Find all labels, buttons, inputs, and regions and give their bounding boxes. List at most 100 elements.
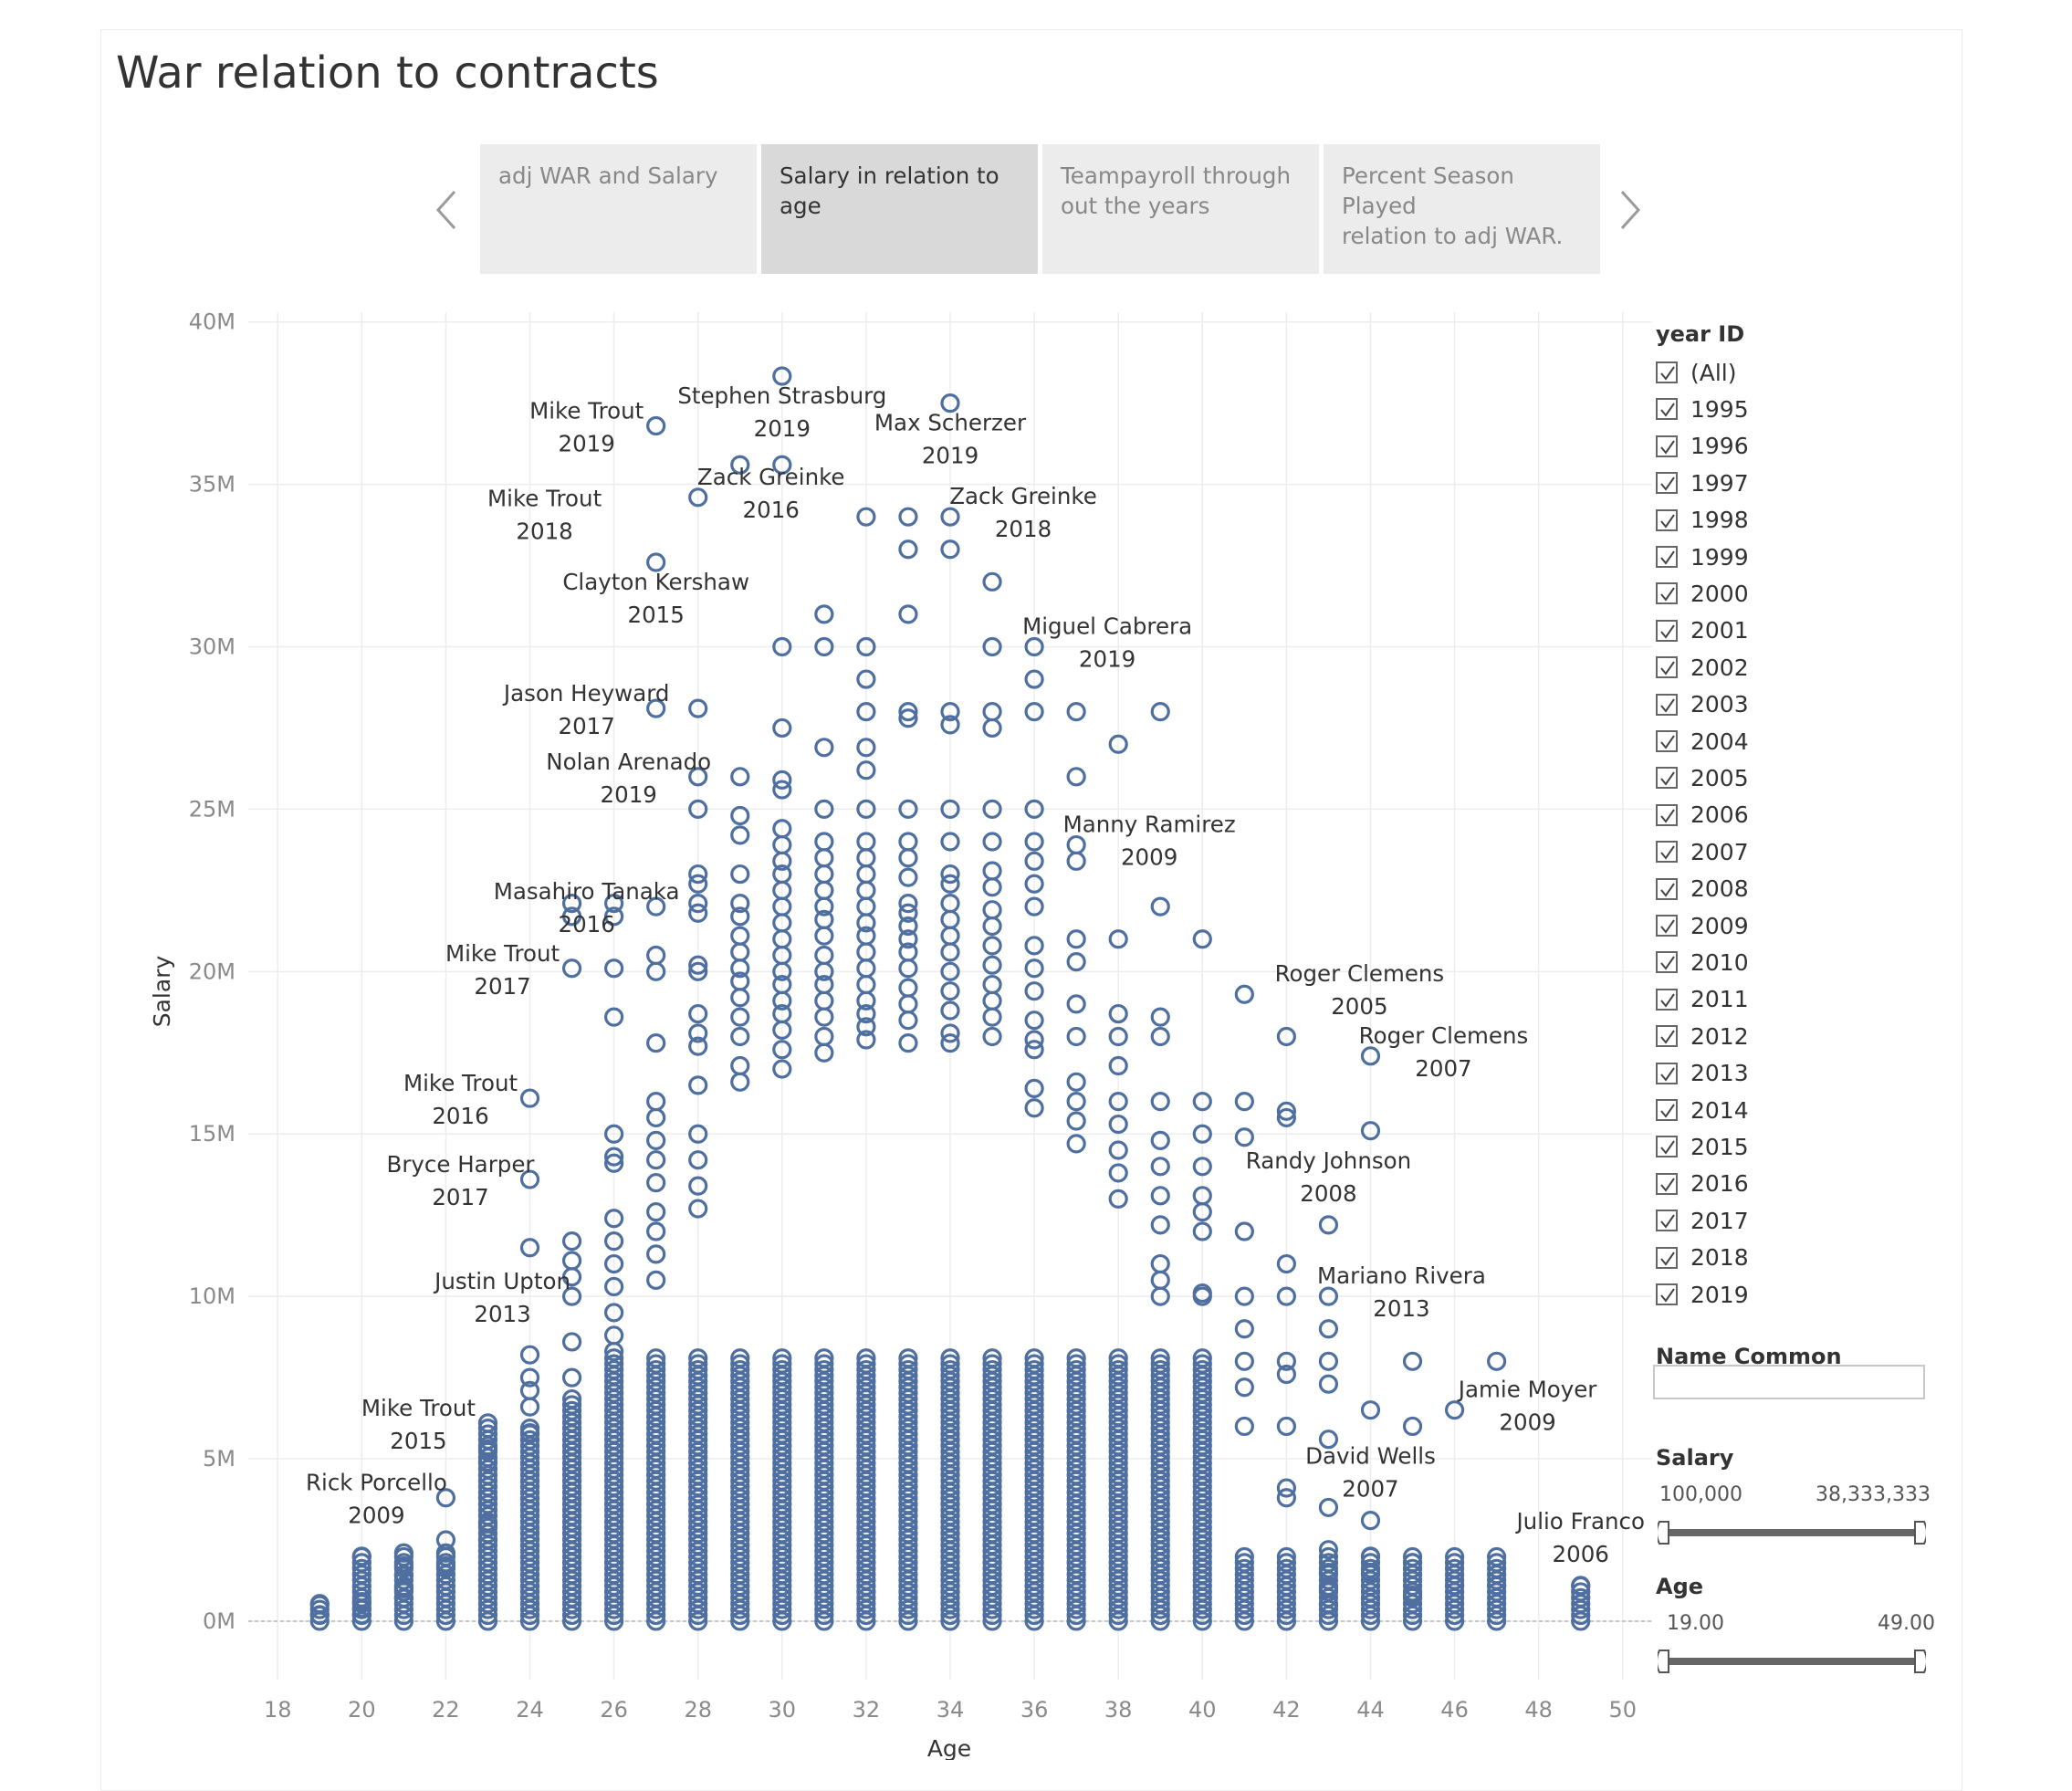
checkbox-checked-icon[interactable] <box>1656 877 1678 900</box>
data-point[interactable] <box>940 874 960 894</box>
data-point[interactable] <box>1360 1511 1381 1531</box>
data-point[interactable] <box>604 1359 624 1380</box>
year-filter-item[interactable]: 1997 <box>1656 467 1749 498</box>
checkbox-checked-icon[interactable] <box>1656 730 1678 752</box>
data-point[interactable] <box>604 1342 624 1362</box>
data-point[interactable] <box>1402 1585 1423 1606</box>
data-point[interactable] <box>646 1359 666 1380</box>
data-point[interactable] <box>1150 1130 1170 1150</box>
data-point[interactable] <box>1150 702 1170 722</box>
data-point[interactable] <box>646 415 666 436</box>
data-point[interactable] <box>646 896 666 916</box>
slider-max-handle[interactable] <box>1914 1650 1926 1673</box>
data-point[interactable] <box>856 1030 876 1050</box>
data-point[interactable] <box>1234 1319 1254 1339</box>
data-point[interactable] <box>646 698 666 718</box>
data-point[interactable] <box>898 1359 918 1380</box>
data-point[interactable] <box>435 1543 456 1563</box>
data-point[interactable] <box>688 799 708 820</box>
data-point[interactable] <box>646 1107 666 1128</box>
data-point[interactable] <box>898 1354 918 1374</box>
data-point[interactable] <box>561 1267 582 1287</box>
data-point[interactable] <box>688 874 708 894</box>
data-point[interactable] <box>1192 1124 1212 1144</box>
data-point[interactable] <box>1150 1007 1170 1027</box>
data-point[interactable] <box>772 961 792 981</box>
year-filter-item[interactable]: 2002 <box>1656 652 1749 683</box>
data-point[interactable] <box>1150 1186 1170 1206</box>
data-point[interactable] <box>1234 1286 1254 1306</box>
data-point[interactable] <box>1024 896 1044 916</box>
data-point[interactable] <box>435 1530 456 1550</box>
data-point[interactable] <box>604 1303 624 1323</box>
data-point[interactable] <box>730 1348 750 1368</box>
data-point[interactable] <box>561 1332 582 1352</box>
data-point[interactable] <box>772 1020 792 1040</box>
data-point[interactable] <box>561 1395 582 1415</box>
data-point[interactable] <box>856 669 876 689</box>
data-point[interactable] <box>730 805 750 826</box>
data-point[interactable] <box>1276 1553 1296 1573</box>
data-point[interactable] <box>814 636 834 657</box>
data-point[interactable] <box>646 1221 666 1241</box>
data-point[interactable] <box>604 958 624 979</box>
data-point[interactable] <box>1360 1562 1381 1583</box>
data-point[interactable] <box>940 1000 960 1021</box>
data-point[interactable] <box>1402 1546 1423 1567</box>
data-point[interactable] <box>982 571 1002 592</box>
data-point[interactable] <box>519 1397 540 1417</box>
data-point[interactable] <box>772 717 792 738</box>
data-point[interactable] <box>604 1276 624 1297</box>
checkbox-checked-icon[interactable] <box>1656 1246 1678 1269</box>
data-point[interactable] <box>940 961 960 981</box>
data-point[interactable] <box>1318 1430 1339 1450</box>
data-point[interactable] <box>1066 1359 1086 1380</box>
data-point[interactable] <box>1360 1046 1381 1066</box>
data-point[interactable] <box>351 1592 371 1612</box>
data-point[interactable] <box>1150 1348 1170 1368</box>
data-point[interactable] <box>309 1605 330 1625</box>
checkbox-checked-icon[interactable] <box>1656 915 1678 937</box>
data-point[interactable] <box>646 552 666 572</box>
data-point[interactable] <box>1024 936 1044 956</box>
data-point[interactable] <box>561 1367 582 1388</box>
data-point[interactable] <box>1234 1377 1254 1398</box>
data-point[interactable] <box>730 455 750 475</box>
checkbox-checked-icon[interactable] <box>1656 508 1678 531</box>
data-point[interactable] <box>940 981 960 1001</box>
data-point[interactable] <box>940 1032 960 1053</box>
data-point[interactable] <box>1318 1595 1339 1615</box>
checkbox-checked-icon[interactable] <box>1656 1136 1678 1158</box>
data-point[interactable] <box>688 487 708 508</box>
year-filter-item[interactable]: 2010 <box>1656 947 1749 978</box>
data-point[interactable] <box>1318 1286 1339 1306</box>
data-point[interactable] <box>1024 851 1044 871</box>
data-point[interactable] <box>561 1400 582 1420</box>
data-point[interactable] <box>940 832 960 852</box>
data-point[interactable] <box>856 738 876 758</box>
data-point[interactable] <box>688 903 708 923</box>
year-filter-item[interactable]: 2012 <box>1656 1021 1749 1052</box>
data-point[interactable] <box>477 1530 498 1550</box>
data-point[interactable] <box>393 1566 413 1586</box>
data-point[interactable] <box>1150 1215 1170 1235</box>
data-point[interactable] <box>1192 1359 1212 1380</box>
data-point[interactable] <box>393 1588 413 1608</box>
data-point[interactable] <box>1066 1026 1086 1047</box>
data-point[interactable] <box>1024 981 1044 1001</box>
data-point[interactable] <box>898 916 918 937</box>
data-point[interactable] <box>604 1007 624 1027</box>
data-point[interactable] <box>1360 1400 1381 1420</box>
data-point[interactable] <box>1234 1221 1254 1241</box>
data-point[interactable] <box>688 893 708 914</box>
data-point[interactable] <box>688 1199 708 1219</box>
data-point[interactable] <box>1192 1221 1212 1241</box>
data-point[interactable] <box>1276 1546 1296 1567</box>
data-point[interactable] <box>1024 1078 1044 1099</box>
data-point[interactable] <box>688 1176 708 1196</box>
data-point[interactable] <box>1066 1354 1086 1374</box>
data-point[interactable] <box>856 990 876 1011</box>
data-point[interactable] <box>519 1430 540 1451</box>
data-point[interactable] <box>1444 1400 1465 1420</box>
data-point[interactable] <box>1360 1553 1381 1573</box>
